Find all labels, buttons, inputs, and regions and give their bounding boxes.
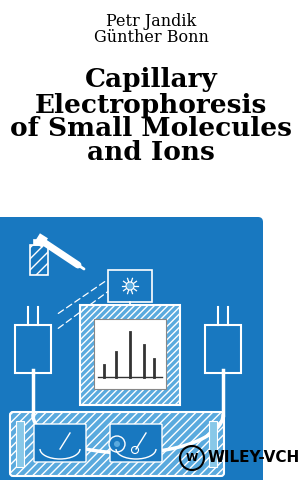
FancyBboxPatch shape <box>209 421 217 467</box>
Text: WILEY-VCH: WILEY-VCH <box>208 451 300 466</box>
FancyBboxPatch shape <box>80 305 180 405</box>
FancyBboxPatch shape <box>10 412 224 476</box>
FancyBboxPatch shape <box>34 424 86 462</box>
FancyBboxPatch shape <box>110 424 162 462</box>
FancyBboxPatch shape <box>33 239 45 245</box>
Text: Günther Bonn: Günther Bonn <box>94 29 208 47</box>
Text: and Ions: and Ions <box>87 140 215 165</box>
Circle shape <box>114 441 120 447</box>
Text: Petr Jandik: Petr Jandik <box>106 13 196 31</box>
Text: W: W <box>186 453 198 463</box>
FancyBboxPatch shape <box>94 319 166 389</box>
Circle shape <box>109 436 125 452</box>
Text: of Small Molecules: of Small Molecules <box>10 116 292 141</box>
FancyBboxPatch shape <box>0 217 263 480</box>
Circle shape <box>131 446 139 454</box>
Text: Electrophoresis: Electrophoresis <box>35 93 267 118</box>
FancyBboxPatch shape <box>16 421 24 467</box>
Circle shape <box>126 282 134 290</box>
Text: Capillary: Capillary <box>85 68 217 93</box>
